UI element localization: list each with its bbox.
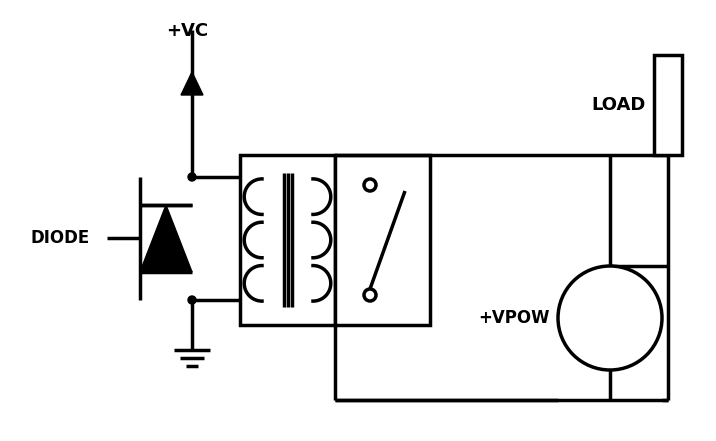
Text: LOAD: LOAD [591,96,646,114]
Circle shape [188,173,196,181]
Bar [335,155,430,325]
Polygon shape [181,72,203,95]
Text: DIODE: DIODE [30,229,90,247]
Bar [654,55,682,155]
Circle shape [188,296,196,304]
Circle shape [558,266,662,370]
Circle shape [364,289,376,301]
Circle shape [364,179,376,191]
Text: +VPOW: +VPOW [478,309,550,327]
Text: +VC: +VC [166,22,208,40]
Polygon shape [140,205,192,272]
Bar [240,155,335,325]
